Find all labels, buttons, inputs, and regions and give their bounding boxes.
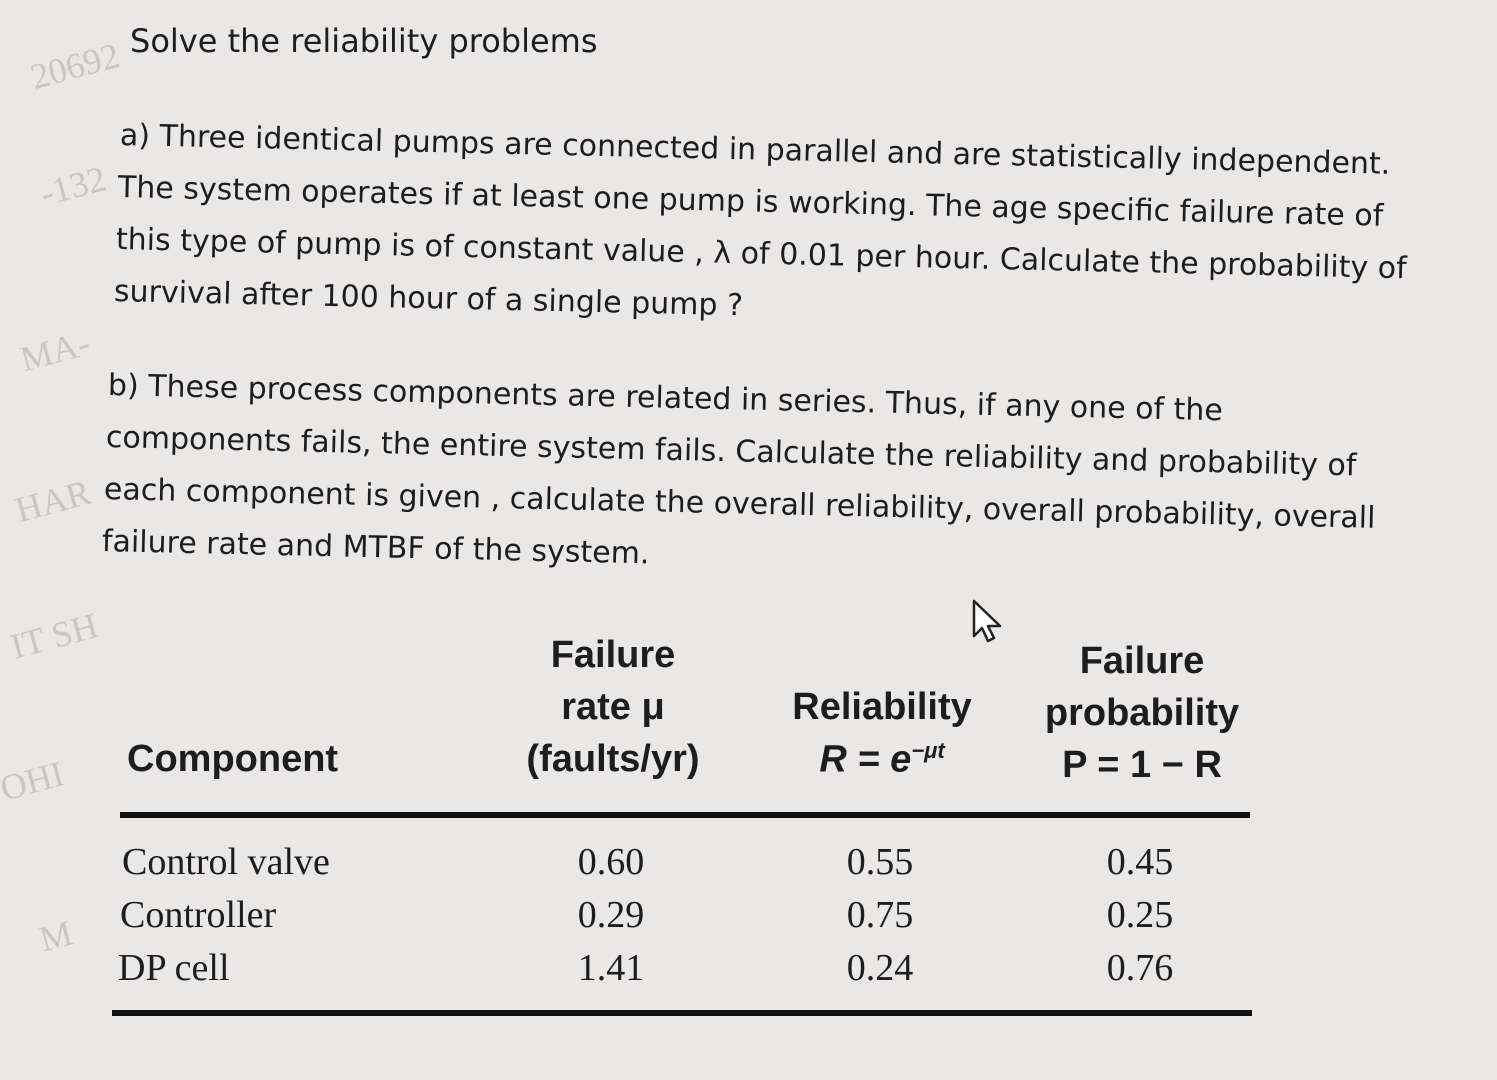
question-line: failure rate and MTBF of the system. [101,524,650,572]
question-line: The system operates if at least one pump… [117,170,1384,234]
column-header: Reliability [792,686,972,728]
column-header: Component [127,738,339,780]
formula-base: R = e [819,738,912,781]
table-top-rule [120,812,1250,818]
mouse-cursor [972,599,1002,643]
question-line: b) These process components are related … [107,368,1224,429]
table-bottom-rule [112,1010,1252,1016]
cell-value: 0.24 [846,947,914,989]
question-line: survival after 100 hour of a single pump… [113,274,744,324]
question-line: this type of pump is of constant value ,… [115,222,1408,287]
column-header: Failure [1079,640,1205,682]
cell-component: DP cell [118,947,230,989]
cell-component: Control valve [122,841,330,883]
watermark: 20692 [26,35,124,97]
question-line: a) Three identical pumps are connected i… [119,118,1391,182]
column-header: rate μ [561,686,665,728]
watermark: HAR [11,471,95,531]
cell-value: 0.29 [577,894,645,936]
watermark: IT SH [6,605,103,667]
watermark: -132 [35,158,111,214]
cell-value: 0.75 [846,894,914,936]
column-header: P = 1 − R [1062,744,1222,786]
column-header: Failure [550,634,676,676]
title: Solve the reliability problems [130,22,598,60]
column-header: (faults/yr) [526,738,700,780]
watermark: M [35,912,77,960]
cell-value: 0.25 [1106,894,1174,936]
cell-value: 1.41 [577,947,645,989]
question-line: components fails, the entire system fail… [105,420,1357,484]
column-header: probability [1044,692,1240,734]
cell-value: 0.45 [1106,841,1174,883]
watermark: MA- [16,322,94,380]
cell-value: 0.60 [577,841,645,883]
watermark: OHI [0,753,69,809]
formula-exponent: −μt [911,738,945,763]
cell-value: 0.76 [1106,947,1174,989]
cell-component: Controller [120,894,277,936]
cell-value: 0.55 [846,841,914,883]
column-header-formula: R = e−μt [819,738,944,782]
question-line: each component is given , calculate the … [103,472,1376,536]
